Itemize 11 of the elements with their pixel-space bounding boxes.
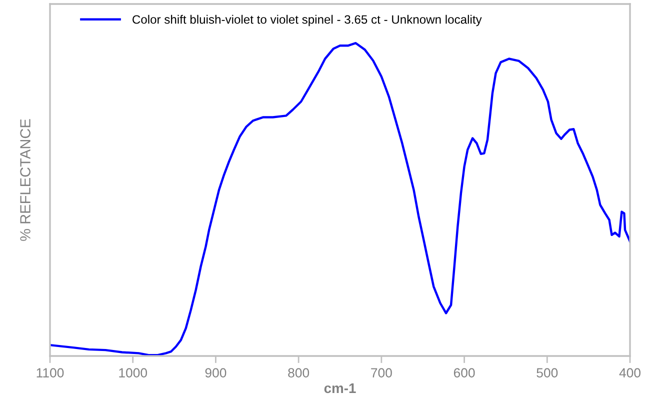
x-tick-label: 1000 [119, 368, 148, 378]
x-axis-title: cm-1 [324, 383, 356, 394]
legend-label: Color shift bluish-violet to violet spinel - 3.65 ct - Unknown locality [132, 14, 482, 26]
x-tick-label: 900 [205, 368, 226, 378]
x-tick-label: 600 [454, 368, 475, 378]
x-tick-label: 1100 [36, 368, 64, 378]
x-tick-label: 500 [536, 368, 558, 378]
y-axis-title: % REFLECTANCE [20, 119, 30, 241]
x-tick-label: 400 [619, 368, 640, 378]
x-tick-label: 700 [371, 368, 392, 378]
x-tick-label: 800 [288, 368, 310, 378]
